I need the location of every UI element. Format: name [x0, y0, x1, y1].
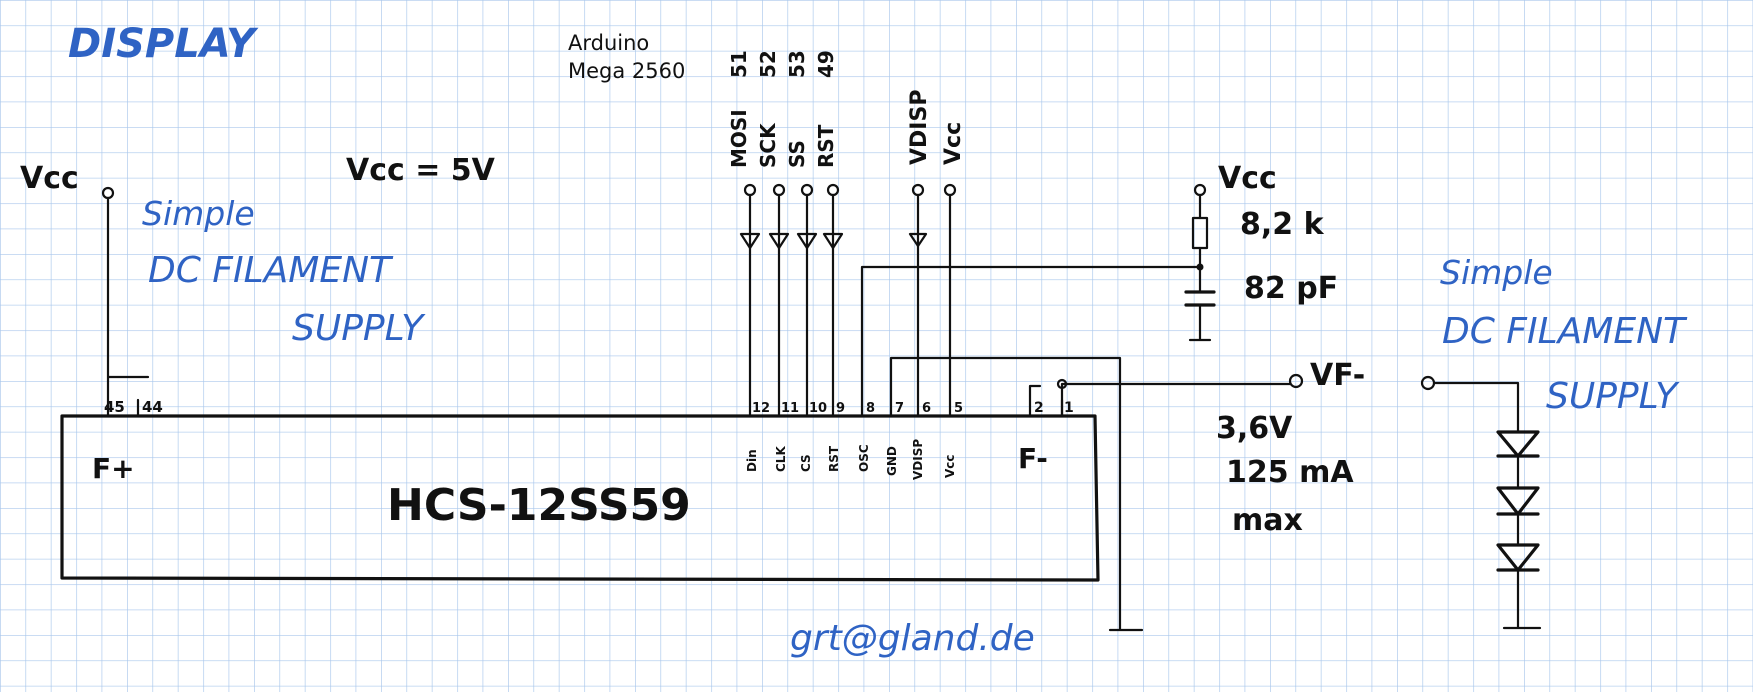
chip-pin-11: 11 — [781, 401, 799, 416]
vcc-left-wire — [106, 196, 150, 418]
supply-voltage-note: Vcc = 5V — [346, 153, 496, 188]
chip-pin-8: 8 — [866, 401, 875, 416]
chip-pin-6: 6 — [922, 401, 931, 416]
chip-pin-name-vcc: Vcc — [943, 454, 957, 478]
resistor-label: 8,2 k — [1240, 207, 1325, 242]
filament-voltage: 3,6V — [1216, 411, 1293, 446]
arduino-label-line1: Arduino — [568, 31, 649, 55]
author-email: grt@gland.de — [790, 618, 1035, 659]
filament-max: max — [1232, 503, 1303, 538]
chip-name: HCS-12SS59 — [387, 480, 691, 531]
ground-symbol-diodes — [1502, 568, 1542, 630]
chip-pin-1: 1 — [1064, 400, 1074, 416]
chip-pin-name-gnd: GND — [885, 446, 899, 476]
diode-string — [1420, 375, 1542, 630]
title-display: DISPLAY — [68, 21, 259, 67]
chip-pin-name-din: Din — [745, 449, 759, 472]
rc-vcc-label: Vcc — [1218, 161, 1277, 196]
chip-pin-45: 45 — [104, 398, 125, 416]
chip-pin-10: 10 — [809, 401, 827, 416]
filament-right-line3: SUPPLY — [1546, 376, 1680, 417]
filament-left-line2: DC FILAMENT — [148, 250, 394, 291]
connector-vf-minus — [1288, 373, 1304, 389]
filament-current: 125 mA — [1226, 455, 1354, 490]
signal-mosi-label: MOSI — [727, 109, 751, 168]
filament-left-line3: SUPPLY — [292, 308, 426, 349]
osc-wire — [860, 265, 1202, 418]
chip-pin-name-vdisp: VDISP — [911, 439, 925, 480]
arduino-pin-sck: 52 — [756, 50, 780, 78]
chip-pin-44: 44 — [142, 398, 163, 416]
filament-right-line2: DC FILAMENT — [1442, 311, 1688, 352]
arduino-pin-ss: 53 — [785, 50, 809, 78]
chip-f-plus: F+ — [92, 452, 135, 485]
signal-ss-label: SS — [785, 140, 809, 168]
signal-wires — [739, 183, 957, 418]
chip-hcs-12ss59 — [60, 398, 1100, 582]
chip-pin-12: 12 — [752, 401, 770, 416]
arduino-pin-mosi: 51 — [727, 50, 751, 78]
chip-pin-9: 9 — [836, 401, 845, 416]
signal-rst-label: RST — [814, 124, 838, 168]
signal-vdisp-label: VDISP — [907, 90, 932, 165]
chip-pin-name-clk: CLK — [774, 446, 788, 472]
ground-symbol-rc — [1188, 303, 1212, 342]
chip-pin-5: 5 — [954, 401, 963, 416]
buffer-symbols — [739, 232, 928, 250]
vcc-left-label: Vcc — [20, 161, 79, 196]
chip-pin-name-osc: OSC — [857, 444, 871, 472]
filament-right-line1: Simple — [1440, 253, 1553, 292]
chip-outline — [60, 414, 1100, 582]
ground-wire — [889, 356, 1144, 632]
arduino-pin-rst: 49 — [814, 50, 838, 78]
chip-pin-ticks — [136, 398, 1064, 418]
signal-vcc-label: Vcc — [941, 122, 966, 165]
rc-oscillator-network — [860, 183, 1216, 418]
filament-left-line1: Simple — [142, 194, 255, 233]
chip-pin-name-cs: CS — [799, 454, 813, 472]
chip-f-minus: F- — [1018, 442, 1048, 475]
capacitor-label: 82 pF — [1244, 271, 1338, 306]
chip-pin-2: 2 — [1034, 400, 1044, 416]
signal-sck-label: SCK — [756, 122, 780, 168]
chip-pin-7: 7 — [895, 401, 904, 416]
chip-pin-name-rst: RST — [827, 445, 841, 472]
vf-minus-label: VF- — [1310, 358, 1365, 393]
arduino-label-line2: Mega 2560 — [568, 59, 685, 83]
